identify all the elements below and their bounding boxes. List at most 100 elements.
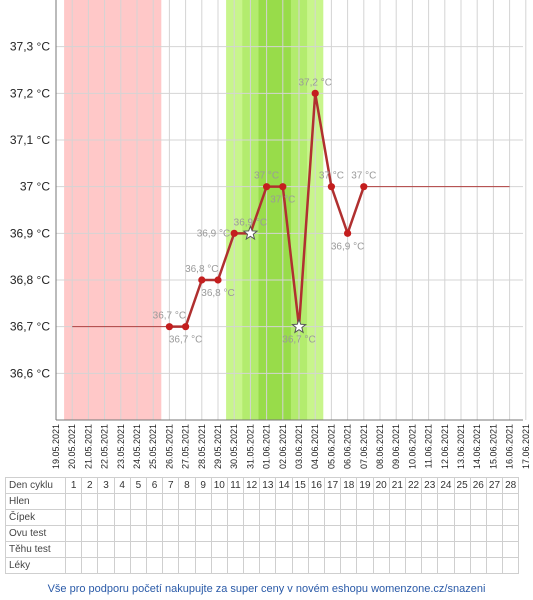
table-cell: 18	[340, 477, 358, 494]
x-tick-label: 26.05.2021	[164, 424, 174, 469]
y-tick-label: 37,2 °C	[10, 86, 50, 100]
table-cell: 22	[404, 477, 423, 494]
table-cell	[113, 541, 131, 558]
y-tick-label: 37 °C	[20, 180, 50, 194]
y-tick-label: 36,8 °C	[10, 273, 50, 287]
table-cell	[259, 509, 277, 526]
table-cell	[178, 541, 196, 558]
table-cell	[145, 525, 164, 542]
table-cell	[340, 557, 358, 574]
table-cell	[388, 541, 406, 558]
data-point	[182, 323, 190, 331]
table-cell	[356, 509, 374, 526]
table-cell	[291, 493, 309, 510]
table-cell	[113, 493, 131, 510]
table-cell	[485, 541, 504, 558]
data-point	[311, 89, 319, 97]
temperature-chart: 36,6 °C36,7 °C36,8 °C36,9 °C37 °C37,1 °C…	[10, 0, 531, 469]
table-cell	[502, 541, 520, 558]
x-tick-label: 17.06.2021	[521, 424, 531, 469]
table-cell	[404, 557, 423, 574]
table-cell	[259, 493, 277, 510]
table-cell	[81, 557, 99, 574]
data-point	[344, 229, 352, 237]
table-cell	[437, 557, 455, 574]
table-cell	[145, 557, 164, 574]
table-cell	[356, 493, 374, 510]
table-cell: 28	[502, 477, 520, 494]
table-cell	[469, 541, 487, 558]
table-cell	[113, 525, 131, 542]
data-label: 36,7 °C	[153, 311, 186, 322]
x-tick-label: 13.06.2021	[456, 424, 466, 469]
table-cell	[113, 509, 131, 526]
x-tick-label: 06.06.2021	[343, 424, 353, 469]
table-cell	[259, 557, 277, 574]
row-label: Ovu test	[5, 525, 66, 542]
table-cell	[453, 525, 471, 542]
table-cell	[502, 525, 520, 542]
table-cell	[162, 509, 180, 526]
table-cell: 11	[226, 477, 245, 494]
table-cell	[291, 541, 309, 558]
table-cell	[469, 493, 487, 510]
table-cell	[291, 557, 309, 574]
data-point	[165, 323, 173, 331]
data-label: 37 °C	[319, 171, 344, 182]
x-tick-label: 22.05.2021	[100, 424, 110, 469]
table-cell	[64, 509, 83, 526]
table-cell	[145, 509, 164, 526]
table-cell	[421, 541, 439, 558]
data-label: 37 °C	[270, 195, 295, 206]
table-cell	[485, 557, 504, 574]
star-marker	[291, 318, 307, 334]
data-label: 36,7 °C	[169, 335, 202, 346]
footer-link[interactable]: Vše pro podporu početí nakupujte za supe…	[47, 583, 486, 595]
data-label: 36,7 °C	[282, 335, 315, 346]
table-cell	[210, 525, 228, 542]
table-cell	[421, 557, 439, 574]
table-cell	[502, 509, 520, 526]
table-cell	[356, 541, 374, 558]
table-cell	[226, 509, 245, 526]
table-cell: 12	[243, 477, 261, 494]
table-cell	[259, 541, 277, 558]
table-cell	[226, 557, 245, 574]
data-label: 36,8 °C	[201, 288, 234, 299]
table-cell	[323, 557, 342, 574]
table-cell	[485, 509, 504, 526]
table-cell	[437, 541, 455, 558]
table-cell	[243, 525, 261, 542]
table-cell	[81, 541, 99, 558]
table-cell: 19	[356, 477, 374, 494]
table-cell: 9	[194, 477, 212, 494]
table-cell: 17	[323, 477, 342, 494]
data-point	[198, 276, 206, 284]
table-row: Čípek	[5, 509, 520, 526]
x-tick-label: 09.06.2021	[391, 424, 401, 469]
table-cell	[210, 493, 228, 510]
x-tick-label: 30.05.2021	[229, 424, 239, 469]
x-tick-label: 19.05.2021	[51, 424, 61, 469]
table-cell	[453, 541, 471, 558]
table-cell	[243, 509, 261, 526]
table-cell	[307, 525, 326, 542]
x-tick-label: 24.05.2021	[132, 424, 142, 469]
phase-band	[64, 0, 162, 420]
table-cell	[81, 525, 99, 542]
table-cell: 6	[145, 477, 164, 494]
table-row: Těhu test	[5, 541, 520, 558]
table-cell	[388, 557, 406, 574]
data-label: 36,9 °C	[331, 241, 364, 252]
table-cell: 20	[372, 477, 390, 494]
x-tick-label: 04.06.2021	[310, 424, 320, 469]
table-cell	[502, 557, 520, 574]
table-row: Léky	[5, 557, 520, 574]
table-cell	[453, 509, 471, 526]
x-tick-label: 15.06.2021	[488, 424, 498, 469]
y-tick-label: 36,9 °C	[10, 226, 50, 240]
table-cell	[210, 509, 228, 526]
table-cell	[437, 509, 455, 526]
table-cell	[421, 509, 439, 526]
table-cell	[129, 525, 147, 542]
